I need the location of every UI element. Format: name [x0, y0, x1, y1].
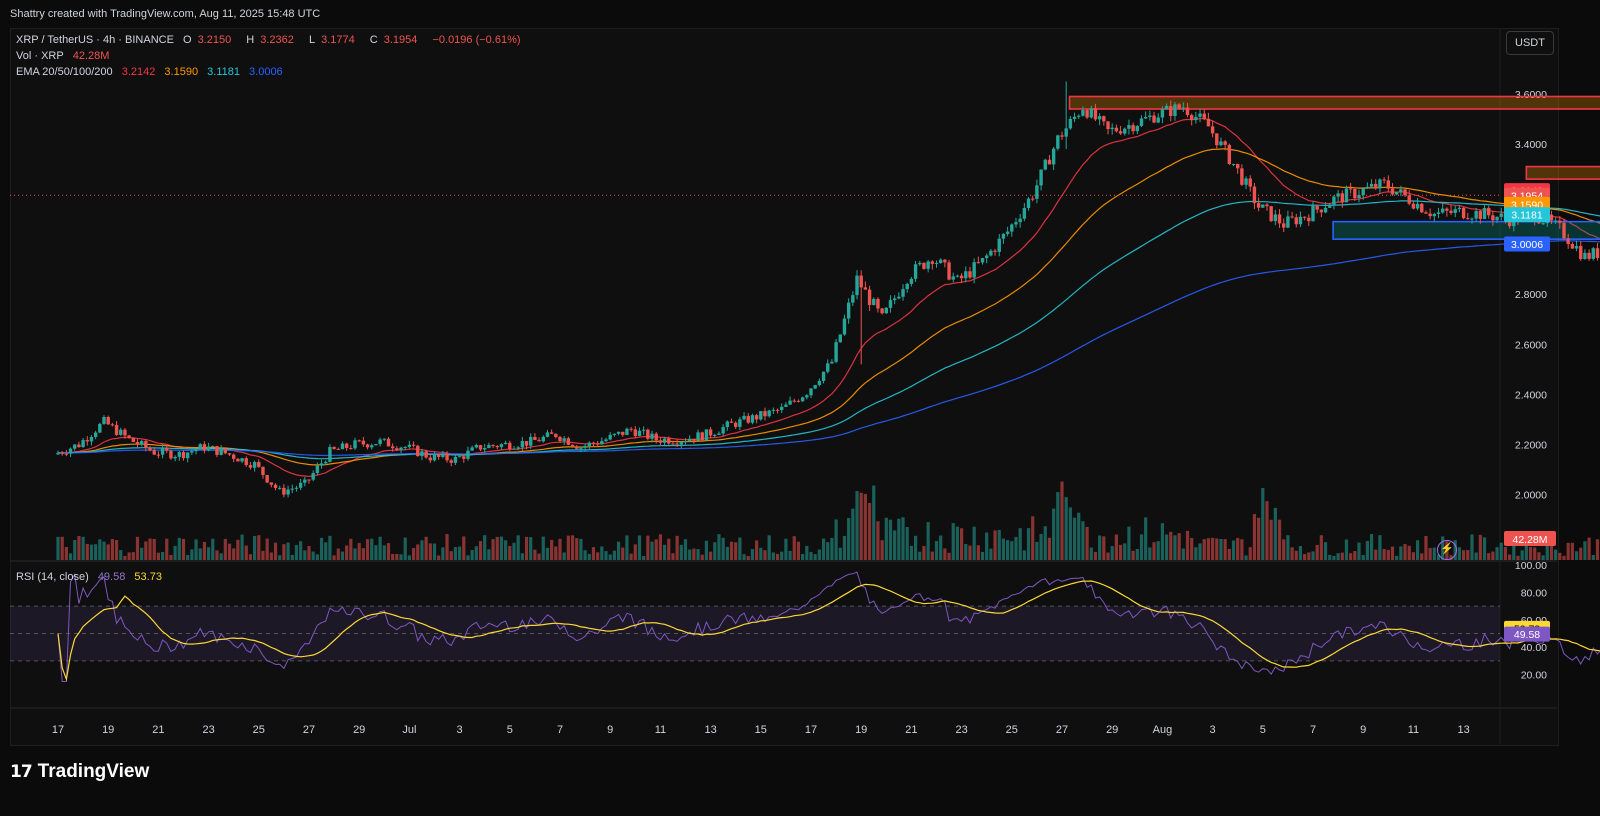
volume-bar [1587, 537, 1591, 560]
candle-body [1562, 222, 1566, 239]
volume-value: 42.28M [72, 50, 110, 62]
candle-body [1579, 245, 1583, 259]
rsi-label: RSI (14, close) [16, 571, 89, 583]
lightning-icon[interactable]: ⚡ [1437, 540, 1457, 560]
volume-bar [1566, 542, 1570, 560]
volume-label: Vol · XRP [16, 50, 64, 62]
chart-credit: Shattry created with TradingView.com, Au… [10, 8, 321, 20]
price-change: −0.0196 (−0.61%) [432, 34, 521, 46]
footer-brand[interactable]: 17 TradingView [10, 760, 149, 784]
ema-legend[interactable]: EMA 20/50/100/200 3.2142 3.1590 3.1181 3… [16, 66, 289, 78]
candle-body [1583, 252, 1587, 259]
chart-header: Shattry created with TradingView.com, Au… [0, 0, 1600, 28]
volume-bar [1570, 542, 1574, 560]
ohlc-close: C 3.1954 [369, 34, 418, 46]
symbol-title[interactable]: XRP / TetherUS · 4h · BINANCE [16, 34, 174, 46]
ema200-value: 3.0006 [249, 66, 283, 78]
volume-bar [1595, 539, 1600, 560]
candle-body [1591, 248, 1595, 259]
candle-body [1587, 252, 1591, 259]
ohlc-low: L 3.1774 [308, 34, 355, 46]
chart-frame[interactable] [10, 28, 1559, 746]
candle-body [1574, 245, 1579, 249]
candle-body [1566, 238, 1570, 244]
volume-legend[interactable]: Vol · XRP 42.28M [16, 50, 115, 62]
volume-bar [1579, 547, 1583, 560]
currency-button[interactable]: USDT [1506, 31, 1554, 55]
volume-bar [1583, 541, 1587, 560]
candle-body [1595, 248, 1600, 258]
ema20-value: 3.2142 [121, 66, 156, 78]
ohlc-high: H 3.2362 [246, 34, 294, 46]
brand-name: TradingView [37, 761, 150, 782]
ohlc-open: O 3.2150 [183, 34, 232, 46]
volume-bar [1574, 551, 1579, 560]
volume-bar [1591, 554, 1595, 560]
rsi-ma-value: 53.73 [134, 571, 162, 583]
ema100-value: 3.1181 [207, 66, 240, 78]
rsi-value: 49.58 [97, 571, 126, 583]
ema-label: EMA 20/50/100/200 [16, 66, 113, 78]
rsi-legend[interactable]: RSI (14, close) 49.58 53.73 [16, 571, 168, 583]
tradingview-logo-icon: 17 [10, 762, 33, 782]
volume-bar [1562, 555, 1566, 560]
ema50-value: 3.1590 [164, 66, 199, 78]
candle-body [1570, 243, 1575, 249]
